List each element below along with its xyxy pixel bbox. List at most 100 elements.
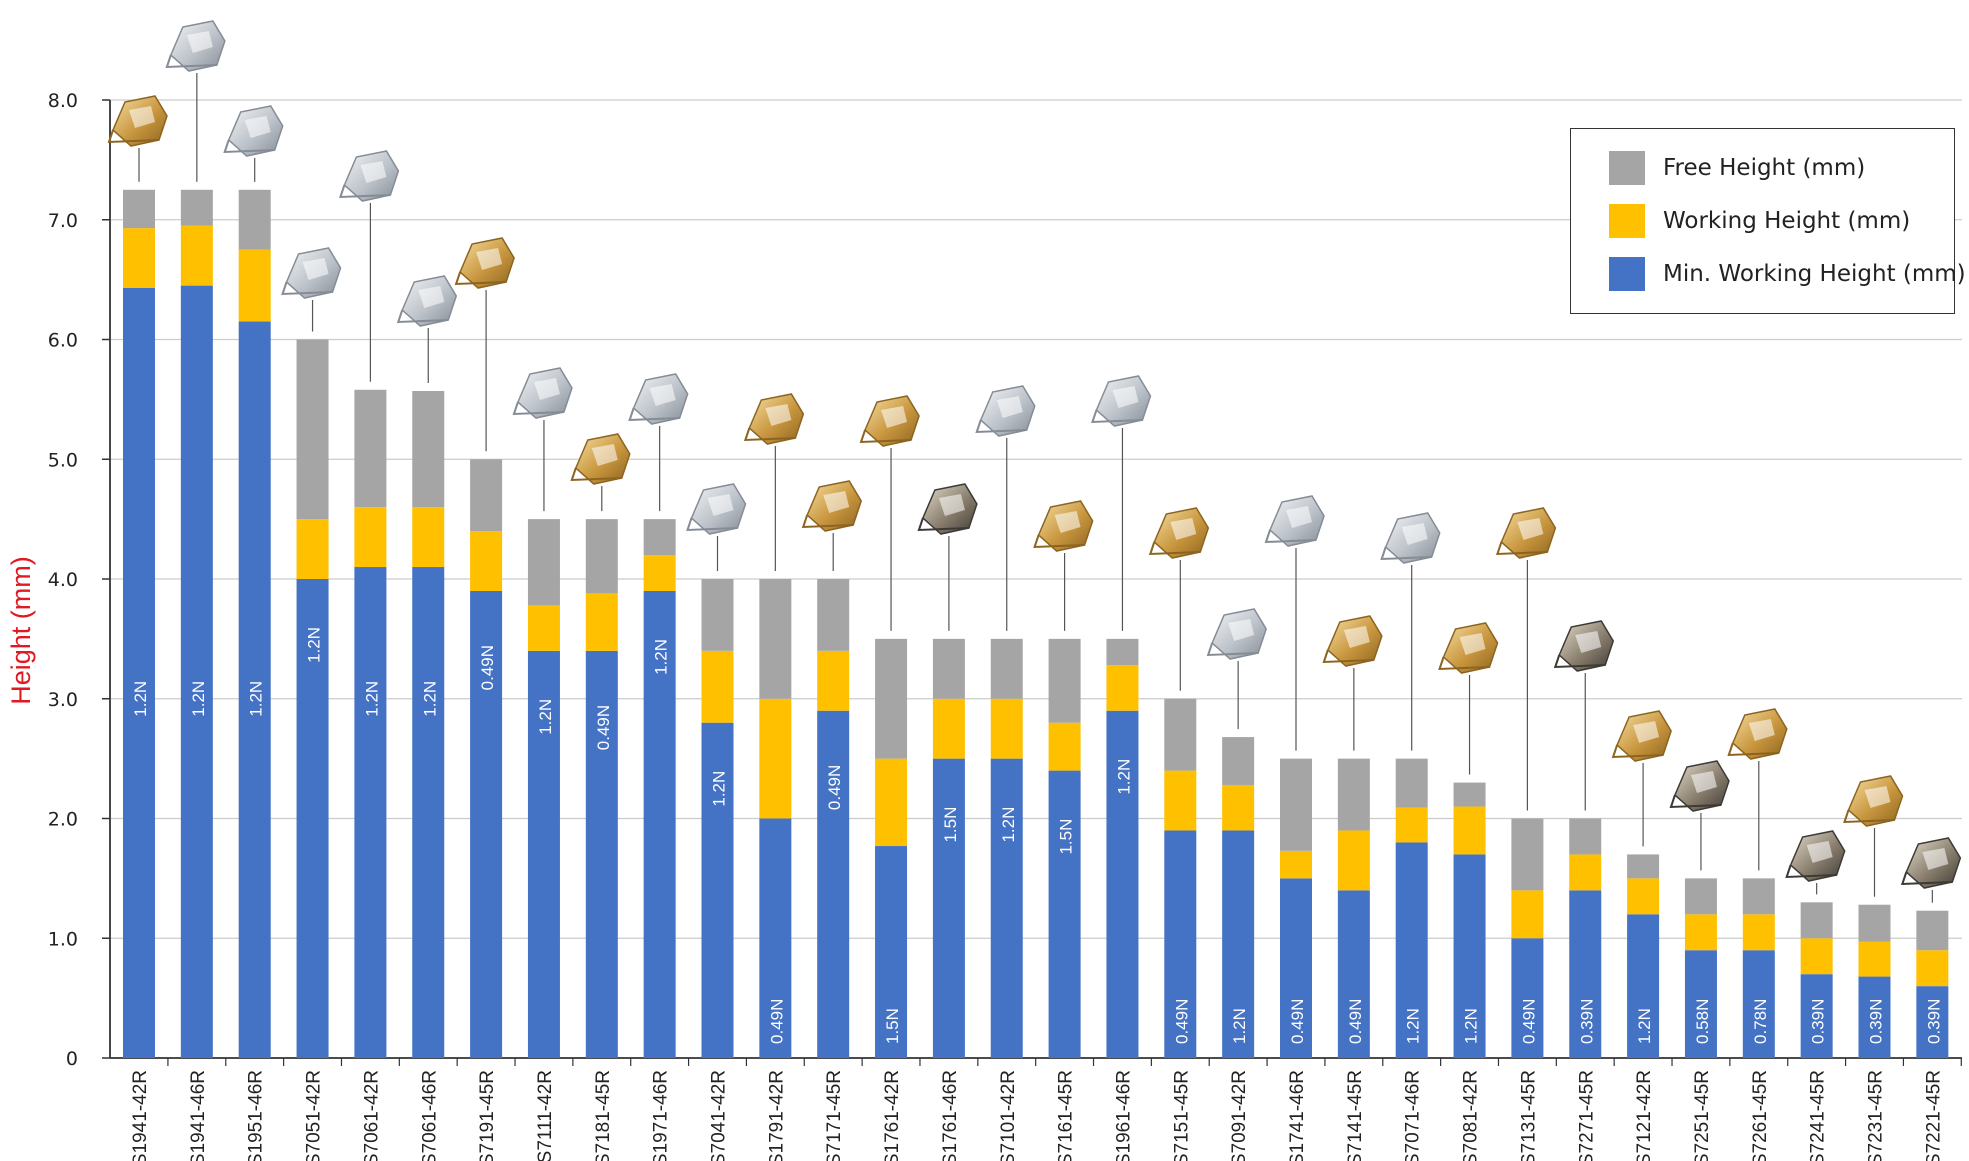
- bar-free-height: [1916, 910, 1949, 951]
- bar-force-label: 1.2N: [1635, 1008, 1654, 1044]
- product-clip-highlight: [418, 286, 445, 308]
- bar-force-label: 1.2N: [652, 639, 671, 675]
- product-clip-highlight: [244, 116, 271, 138]
- bar-stack: [1453, 782, 1486, 1058]
- product-clip-image: [1206, 608, 1267, 660]
- product-clip-tab: [859, 429, 912, 444]
- product-clip-tab: [1206, 642, 1259, 657]
- product-clip-highlight: [881, 406, 908, 428]
- bar-stack: [1337, 758, 1370, 1058]
- bar-min-working-height: [296, 579, 329, 1058]
- bar-working-height: [1858, 941, 1891, 977]
- bar-free-height: [527, 519, 560, 606]
- bar-min-working-height: [123, 288, 155, 1058]
- product-clip-tab: [570, 467, 622, 482]
- bar-min-working-height: [1453, 854, 1486, 1058]
- bar-min-working-height: [470, 590, 503, 1058]
- bar-stack: [123, 189, 155, 1058]
- product-clip-tab: [1264, 529, 1317, 544]
- bar-stack: [585, 519, 618, 1058]
- chart-legend: Free Height (mm) Working Height (mm) Min…: [1570, 128, 1966, 314]
- bar-free-height: [817, 579, 850, 651]
- product-clip-highlight: [1286, 506, 1312, 528]
- bar-stack: [1627, 854, 1660, 1058]
- bar-working-height: [1742, 914, 1775, 951]
- bar-stack: [875, 638, 908, 1058]
- bar-stack: [817, 579, 850, 1058]
- bar-working-height: [1280, 850, 1312, 879]
- bar-free-height: [1337, 758, 1370, 831]
- bar-force-label: 0.49N: [1288, 999, 1307, 1044]
- product-clip-image: [1900, 837, 1962, 889]
- legend-swatch-working-height: [1609, 204, 1645, 238]
- bar-free-height: [412, 390, 445, 508]
- bar-stack: [1742, 878, 1775, 1058]
- x-category-label: S7121-42R: [1634, 1070, 1655, 1161]
- product-clip-image: [281, 247, 342, 299]
- bar-min-working-height: [1222, 830, 1255, 1058]
- product-clip-tab: [223, 139, 275, 154]
- product-clip-image: [1611, 710, 1672, 762]
- product-clip-image: [512, 367, 573, 419]
- bar-min-working-height: [875, 846, 908, 1058]
- product-clip-image: [1091, 375, 1152, 427]
- product-clip-tab: [1380, 546, 1432, 561]
- legend-label-working-height: Working Height (mm): [1663, 208, 1911, 234]
- x-category-label: S7231-45R: [1866, 1070, 1887, 1161]
- bar-stack: [1106, 638, 1139, 1058]
- x-category-label: S7141-45R: [1345, 1070, 1366, 1161]
- bar-force-label: 1.2N: [247, 681, 266, 717]
- product-clip-highlight: [1343, 626, 1370, 648]
- bar-working-height: [817, 650, 850, 711]
- bar-working-height: [585, 593, 618, 651]
- bar-free-height: [1280, 758, 1312, 851]
- y-tick-label: 8.0: [48, 90, 78, 112]
- bar-working-height: [354, 507, 387, 568]
- bar-free-height: [296, 339, 329, 520]
- bar-stack: [932, 638, 965, 1058]
- product-clip-image: [1438, 622, 1499, 674]
- y-axis-title: Height (mm): [6, 500, 36, 760]
- bar-stack: [1048, 638, 1081, 1058]
- product-clip-image: [1264, 495, 1325, 547]
- bar-free-height: [1222, 737, 1255, 785]
- product-clip-image: [628, 373, 689, 425]
- product-clip-image: [570, 433, 631, 485]
- bar-min-working-height: [412, 567, 445, 1058]
- x-category-label: S7061-46R: [419, 1070, 440, 1161]
- product-clip-highlight: [302, 258, 329, 280]
- y-tick-label: 2.0: [48, 809, 78, 831]
- product-clip-highlight: [1748, 719, 1775, 741]
- legend-swatch-min-working-height: [1609, 257, 1645, 291]
- bar-min-working-height: [990, 758, 1023, 1058]
- bar-working-height: [932, 698, 965, 759]
- bar-free-height: [123, 189, 155, 229]
- legend-item-working-height: Working Height (mm): [1609, 204, 1910, 238]
- bar-force-label: 0.49N: [1346, 999, 1365, 1044]
- product-clip-image: [859, 395, 920, 447]
- x-category-label: S1961-46R: [1113, 1070, 1134, 1161]
- y-tick-label: 1.0: [48, 928, 78, 950]
- bar-force-label: 1.2N: [1114, 759, 1133, 795]
- product-clip-image: [1843, 775, 1904, 827]
- bar-stack: [1684, 878, 1717, 1058]
- product-clip-tab: [1495, 541, 1548, 556]
- x-category-label: S7241-45R: [1808, 1070, 1829, 1161]
- x-category-label: S7261-45R: [1750, 1070, 1771, 1161]
- product-clip-tab: [338, 184, 391, 199]
- bar-force-label: 1.2N: [536, 699, 555, 735]
- bar-min-working-height: [1048, 770, 1081, 1058]
- product-clip-tab: [1785, 864, 1837, 879]
- product-clip-highlight: [1922, 848, 1949, 870]
- bar-force-label: 1.5N: [883, 1008, 902, 1044]
- bar-free-height: [1453, 782, 1486, 807]
- y-tick-label: 7.0: [48, 210, 78, 232]
- product-clip-image: [686, 483, 747, 535]
- bar-force-label: 1.2N: [189, 681, 208, 717]
- bar-min-working-height: [527, 650, 560, 1058]
- bar-min-working-height: [1684, 950, 1717, 1058]
- legend-label-free-height: Free Height (mm): [1663, 155, 1866, 181]
- product-clip-highlight: [823, 491, 850, 513]
- product-clip-image: [107, 95, 168, 147]
- bar-free-height: [1858, 904, 1891, 942]
